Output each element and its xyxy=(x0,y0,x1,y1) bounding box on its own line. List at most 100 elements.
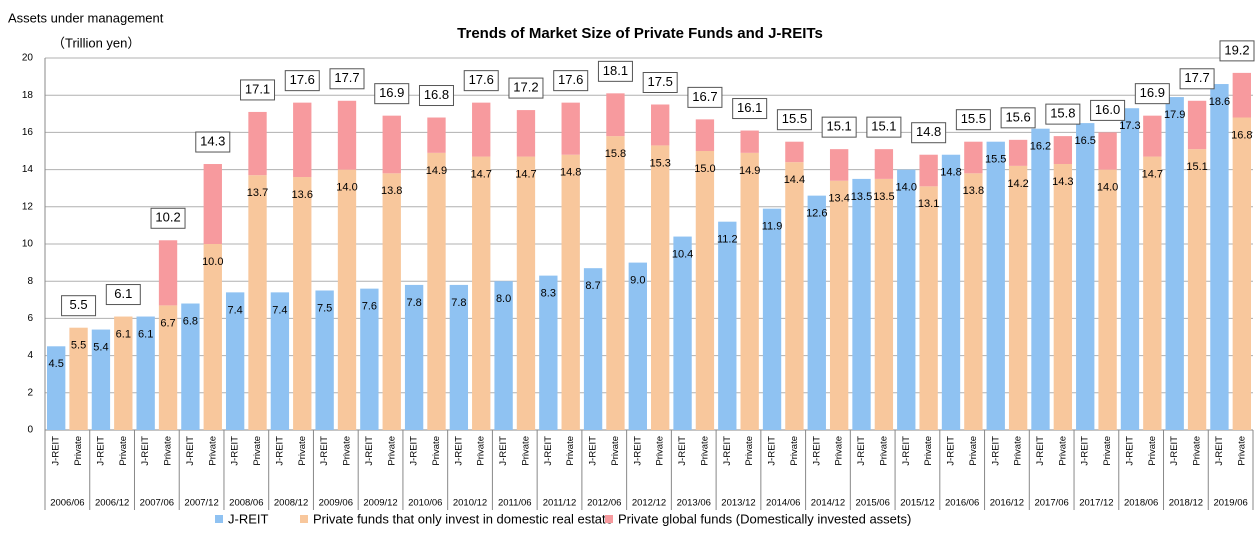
bar-segment xyxy=(1187,149,1207,430)
bar-segment xyxy=(1120,108,1140,430)
x-tick-label: J-REIT xyxy=(409,436,420,466)
total-label: 17.6 xyxy=(469,72,494,87)
data-label: 15.3 xyxy=(649,157,670,169)
x-tick-label: Private xyxy=(789,436,800,466)
total-box xyxy=(1134,83,1170,105)
y-tick-label: 6 xyxy=(27,313,33,324)
total-label: 15.1 xyxy=(826,119,851,134)
y-tick-label: 8 xyxy=(27,276,33,287)
data-label: 13.5 xyxy=(873,191,894,203)
total-label: 17.5 xyxy=(648,74,673,89)
bar-segment xyxy=(874,149,894,179)
chart-title: Trends of Market Size of Private Funds a… xyxy=(457,25,823,42)
bar-segment xyxy=(606,93,625,137)
x-tick-label: J-REIT xyxy=(543,436,554,466)
total-box xyxy=(732,98,768,120)
bar-segment xyxy=(740,152,759,431)
data-label: 13.6 xyxy=(292,189,313,201)
bar-segment xyxy=(1187,100,1207,150)
bar-segment xyxy=(136,316,155,430)
x-tick-label: J-REIT xyxy=(767,436,778,466)
x-tick-label: J-REIT xyxy=(946,436,957,466)
x-tick-label: Private xyxy=(878,436,889,466)
bar-segment xyxy=(628,262,647,430)
bar-segment xyxy=(740,130,759,153)
data-label: 7.4 xyxy=(272,304,287,316)
legend-swatch xyxy=(300,515,308,523)
x-tick-label: Private xyxy=(834,436,845,466)
data-label: 14.3 xyxy=(1052,176,1073,188)
group-label: 2014/12 xyxy=(811,498,845,509)
total-label: 15.5 xyxy=(782,111,807,126)
group-label: 2011/06 xyxy=(498,498,532,509)
bar-segment xyxy=(203,164,222,244)
total-label: 5.5 xyxy=(70,297,88,312)
total-label: 17.6 xyxy=(290,72,315,87)
bar-segment xyxy=(785,141,804,163)
bar-segment xyxy=(964,141,983,174)
x-tick-label: J-REIT xyxy=(364,436,375,466)
total-box xyxy=(776,109,812,131)
group-label: 2006/12 xyxy=(95,498,129,509)
total-box xyxy=(240,79,276,101)
data-label: 15.5 xyxy=(985,154,1006,166)
x-tick-label: Private xyxy=(476,436,487,466)
total-label: 17.6 xyxy=(558,72,583,87)
group-label: 2015/06 xyxy=(856,498,890,509)
bar-segment xyxy=(606,136,625,430)
total-label: 14.8 xyxy=(916,124,941,139)
y-tick-label: 14 xyxy=(22,164,34,175)
total-box xyxy=(463,70,499,92)
data-label: 13.7 xyxy=(247,187,268,199)
x-tick-label: J-REIT xyxy=(677,436,688,466)
x-tick-label: J-REIT xyxy=(1080,436,1091,466)
bar-segment xyxy=(986,141,1005,430)
data-label: 14.9 xyxy=(739,165,760,177)
x-tick-label: Private xyxy=(1057,436,1068,466)
bar-segment xyxy=(1143,156,1162,430)
x-tick-label: Private xyxy=(207,436,218,466)
group-label: 2007/12 xyxy=(184,498,218,509)
bar-segment xyxy=(1008,165,1028,430)
data-label: 14.7 xyxy=(471,168,492,180)
data-label: 17.3 xyxy=(1119,120,1140,132)
y-tick-label: 20 xyxy=(22,53,34,64)
x-tick-label: J-REIT xyxy=(140,436,151,466)
y-tick-label: 18 xyxy=(22,90,34,101)
group-label: 2007/06 xyxy=(140,498,174,509)
data-label: 14.7 xyxy=(1142,168,1163,180)
total-box xyxy=(955,109,991,131)
data-label: 6.1 xyxy=(116,328,131,340)
total-label: 6.1 xyxy=(114,286,132,301)
data-label: 6.7 xyxy=(160,317,175,329)
x-tick-label: J-REIT xyxy=(51,436,62,466)
bar-segment xyxy=(919,154,938,187)
group-label: 2009/06 xyxy=(319,498,353,509)
bar-segment xyxy=(472,102,491,157)
total-box xyxy=(553,70,589,92)
x-tick-label: Private xyxy=(1013,436,1024,466)
x-tick-label: J-REIT xyxy=(632,436,643,466)
bar-segment xyxy=(225,292,245,430)
total-box xyxy=(105,284,141,306)
x-tick-label: J-REIT xyxy=(811,436,822,466)
data-label: 9.0 xyxy=(630,275,645,287)
bar-segment xyxy=(941,154,961,430)
group-label: 2016/12 xyxy=(990,498,1024,509)
data-label: 15.8 xyxy=(605,148,626,160)
bar-segment xyxy=(1031,128,1050,430)
bar-segment xyxy=(337,169,357,430)
total-box xyxy=(374,83,410,105)
data-label: 6.8 xyxy=(183,315,198,327)
bar-segment xyxy=(427,117,446,153)
total-box xyxy=(642,72,678,93)
total-label: 15.6 xyxy=(1005,109,1030,124)
bar-segment xyxy=(1076,123,1095,430)
bar-segment xyxy=(158,240,178,306)
bar-segment xyxy=(1143,115,1162,157)
y-tick-label: 4 xyxy=(27,350,33,361)
data-label: 10.0 xyxy=(202,256,223,268)
group-label: 2012/12 xyxy=(632,498,666,509)
x-tick-label: J-REIT xyxy=(1169,436,1180,466)
data-label: 14.4 xyxy=(784,174,805,186)
